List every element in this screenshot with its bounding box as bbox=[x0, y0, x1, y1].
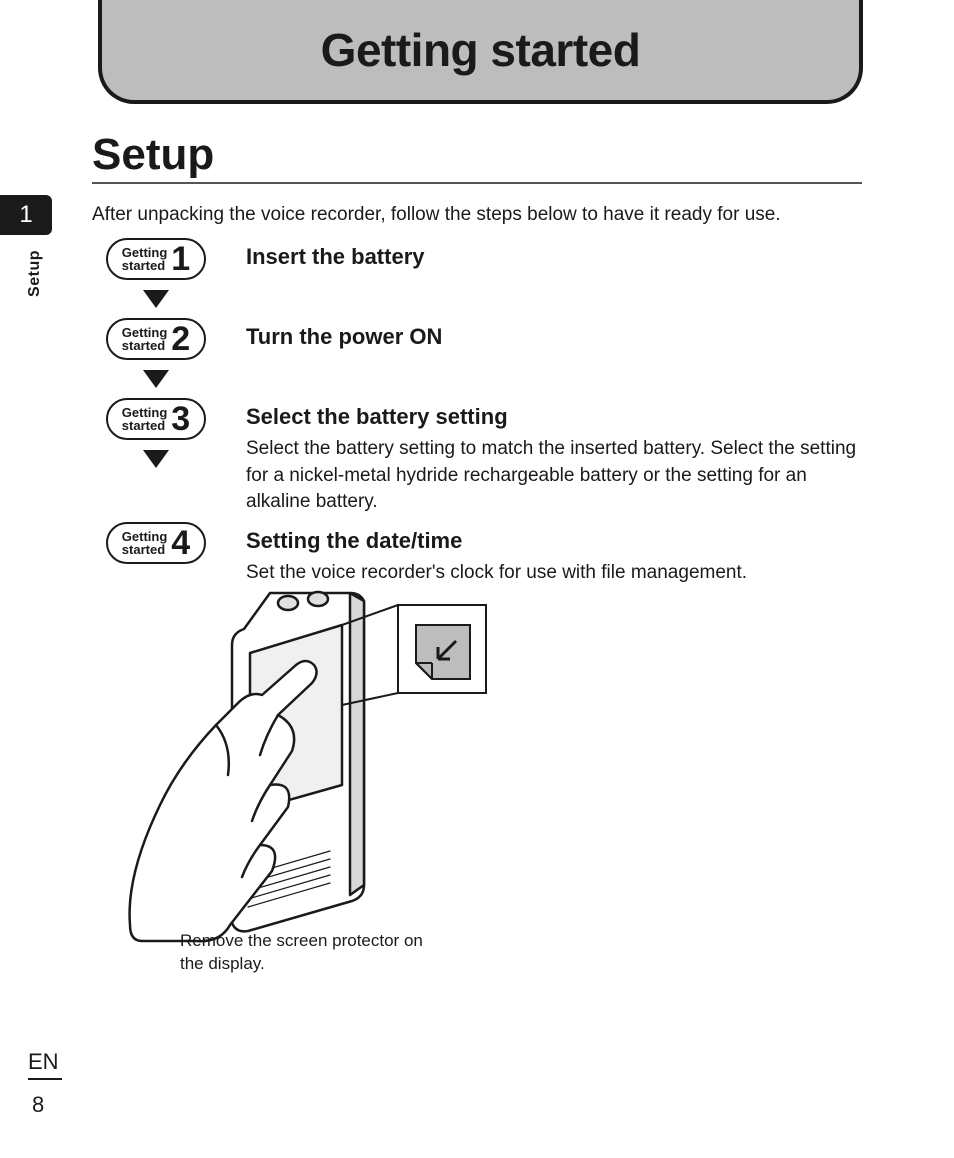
arrow-down-icon bbox=[143, 370, 169, 388]
step-pill-column: Gettingstarted 2 bbox=[100, 318, 212, 398]
chapter-header: Getting started bbox=[98, 0, 863, 104]
step-row: Gettingstarted 2 Turn the power ON bbox=[100, 318, 860, 398]
footer-language: EN bbox=[28, 1049, 62, 1080]
step-description: Select the battery setting to match the … bbox=[246, 436, 860, 516]
step-pill-label: Gettingstarted bbox=[122, 326, 168, 352]
step-title: Setting the date/time bbox=[246, 528, 860, 554]
step-pill: Gettingstarted 3 bbox=[106, 398, 206, 440]
step-pill-label: Gettingstarted bbox=[122, 530, 168, 556]
step-row: Gettingstarted 1 Insert the battery bbox=[100, 238, 860, 318]
step-pill-column: Gettingstarted 4 bbox=[100, 522, 212, 564]
step-row: Gettingstarted 3 Select the battery sett… bbox=[100, 398, 860, 522]
step-pill-label: Gettingstarted bbox=[122, 406, 168, 432]
step-pill-number: 1 bbox=[171, 242, 190, 276]
step-pill: Gettingstarted 4 bbox=[106, 522, 206, 564]
step-body: Insert the battery bbox=[246, 238, 860, 276]
step-pill: Gettingstarted 1 bbox=[106, 238, 206, 280]
footer-page-number: 8 bbox=[32, 1092, 44, 1118]
step-body: Select the battery setting Select the ba… bbox=[246, 398, 860, 522]
step-title: Select the battery setting bbox=[246, 404, 860, 430]
illustration-caption: Remove the screen protector on the displ… bbox=[180, 930, 440, 976]
step-pill-number: 4 bbox=[171, 526, 190, 560]
step-pill-column: Gettingstarted 1 bbox=[100, 238, 212, 318]
step-pill-number: 2 bbox=[171, 322, 190, 356]
arrow-down-icon bbox=[143, 290, 169, 308]
chapter-number: 1 bbox=[19, 201, 32, 229]
arrow-down-icon bbox=[143, 450, 169, 468]
step-title: Turn the power ON bbox=[246, 324, 860, 350]
step-pill-label: Gettingstarted bbox=[122, 246, 168, 272]
step-pill: Gettingstarted 2 bbox=[106, 318, 206, 360]
step-body: Turn the power ON bbox=[246, 318, 860, 356]
intro-text: After unpacking the voice recorder, foll… bbox=[92, 202, 862, 228]
step-title: Insert the battery bbox=[246, 244, 860, 270]
chapter-title: Getting started bbox=[321, 23, 641, 77]
chapter-tab: 1 bbox=[0, 195, 52, 235]
device-illustration-icon bbox=[120, 575, 590, 955]
steps-list: Gettingstarted 1 Insert the battery Gett… bbox=[100, 238, 860, 592]
section-title: Setup bbox=[92, 130, 862, 184]
side-section-label: Setup bbox=[26, 250, 44, 297]
step-pill-number: 3 bbox=[171, 402, 190, 436]
step-pill-column: Gettingstarted 3 bbox=[100, 398, 212, 478]
